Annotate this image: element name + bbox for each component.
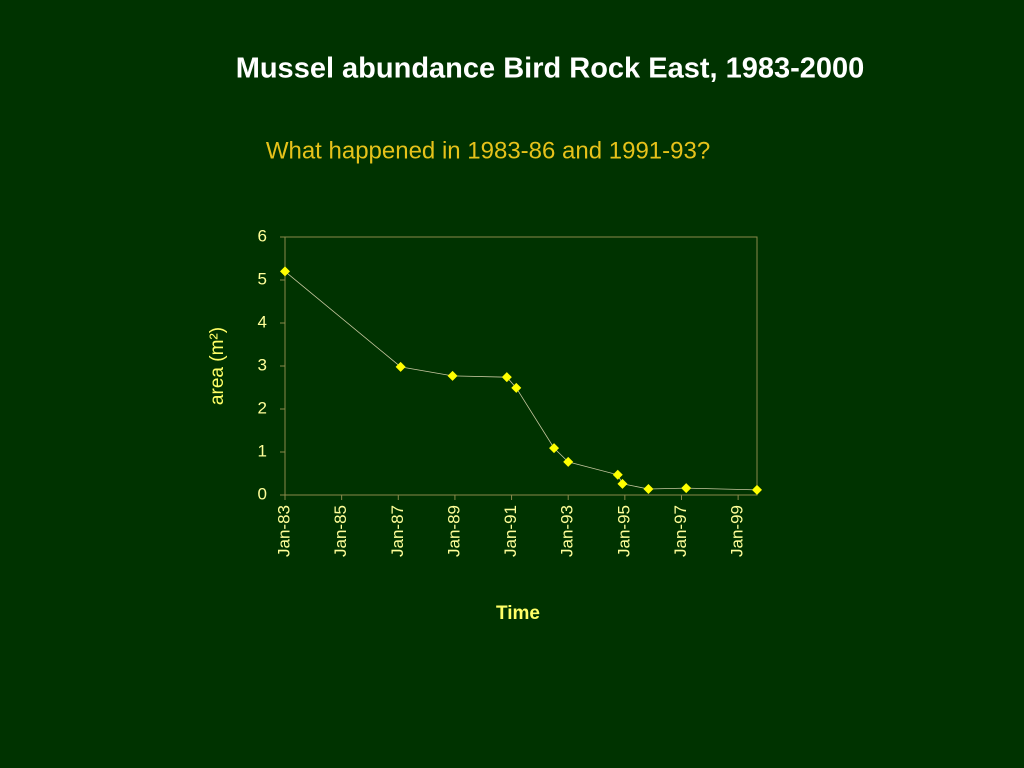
x-tick-label: Jan-87	[388, 505, 407, 557]
y-tick-label: 3	[258, 355, 267, 374]
data-point	[612, 469, 623, 480]
x-tick-label: Jan-99	[728, 505, 747, 557]
y-tick-label: 6	[258, 226, 267, 245]
data-point	[501, 372, 512, 383]
y-axis-label: area (m²)	[207, 327, 228, 405]
data-point	[752, 484, 762, 495]
y-tick-label: 0	[258, 484, 267, 503]
data-point	[643, 483, 654, 494]
data-point	[395, 361, 406, 372]
data-point	[681, 483, 692, 494]
x-axis-label: Time	[496, 603, 540, 624]
x-tick-label: Jan-85	[331, 505, 350, 557]
x-tick-label: Jan-97	[671, 505, 690, 557]
data-point	[617, 478, 628, 489]
data-point	[563, 456, 574, 467]
chart-title: Mussel abundance Bird Rock East, 1983-20…	[236, 53, 865, 85]
data-point	[549, 443, 560, 454]
data-point	[447, 370, 458, 381]
y-tick-label: 4	[258, 312, 267, 331]
y-tick-label: 2	[258, 398, 267, 417]
x-tick-label: Jan-95	[614, 505, 633, 557]
x-tick-label: Jan-89	[444, 505, 463, 557]
y-tick-label: 1	[258, 441, 267, 460]
y-tick-label: 5	[258, 269, 267, 288]
data-point	[280, 266, 290, 277]
data-point	[511, 382, 522, 393]
x-tick-label: Jan-93	[558, 505, 577, 557]
x-tick-label: Jan-83	[274, 505, 293, 557]
x-tick-label: Jan-91	[501, 505, 520, 557]
chart-subtitle: What happened in 1983-86 and 1991-93?	[266, 137, 710, 164]
series-line	[284, 271, 758, 491]
